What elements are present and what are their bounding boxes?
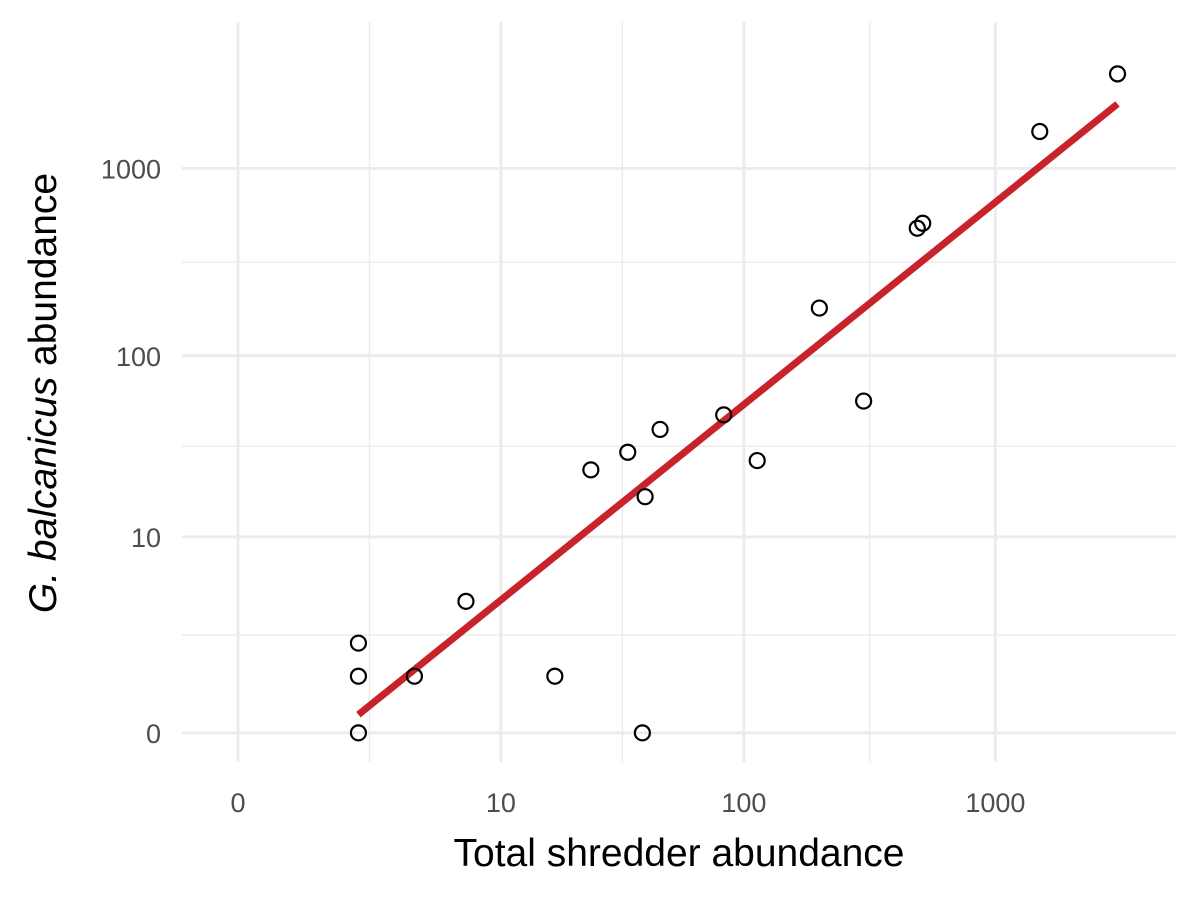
data-point (457, 592, 475, 610)
x-axis-title: Total shredder abundance (454, 832, 905, 875)
y-axis-title-rest: abundance (22, 173, 65, 377)
x-tick-labels: 0 10 100 1000 (230, 788, 1025, 818)
data-point (633, 724, 651, 742)
data-point (651, 420, 669, 439)
y-tick-label: 1000 (101, 154, 161, 184)
y-axis-title: G. balcanicus abundance (22, 173, 65, 613)
fit-line (356, 101, 1120, 718)
data-point (349, 634, 368, 652)
data-point (748, 451, 766, 470)
grid-minor (182, 22, 1176, 762)
x-tick-label: 100 (721, 788, 766, 818)
points-layer (349, 65, 1127, 742)
y-axis-title-italic: G. balcanicus (22, 377, 65, 613)
fit-line-layer (356, 101, 1120, 718)
x-tick-label: 10 (486, 788, 516, 818)
data-point (582, 461, 600, 479)
data-point (810, 299, 828, 317)
data-point (1108, 65, 1127, 83)
data-point (619, 443, 637, 461)
data-point (1031, 122, 1049, 141)
y-tick-label: 10 (131, 523, 161, 553)
y-tick-label: 100 (116, 342, 161, 372)
data-point (636, 488, 654, 506)
data-point (405, 667, 424, 685)
data-point (546, 667, 564, 685)
grid-major (182, 22, 1176, 762)
data-point (349, 667, 368, 685)
data-point (715, 406, 733, 424)
data-point (908, 219, 926, 237)
x-tick-label: 1000 (965, 788, 1025, 818)
data-point (914, 214, 932, 232)
data-point (855, 392, 873, 410)
data-point (349, 724, 368, 742)
x-tick-label: 0 (230, 788, 245, 818)
y-tick-labels: 0 10 100 1000 (101, 154, 161, 749)
y-tick-label: 0 (146, 719, 161, 749)
